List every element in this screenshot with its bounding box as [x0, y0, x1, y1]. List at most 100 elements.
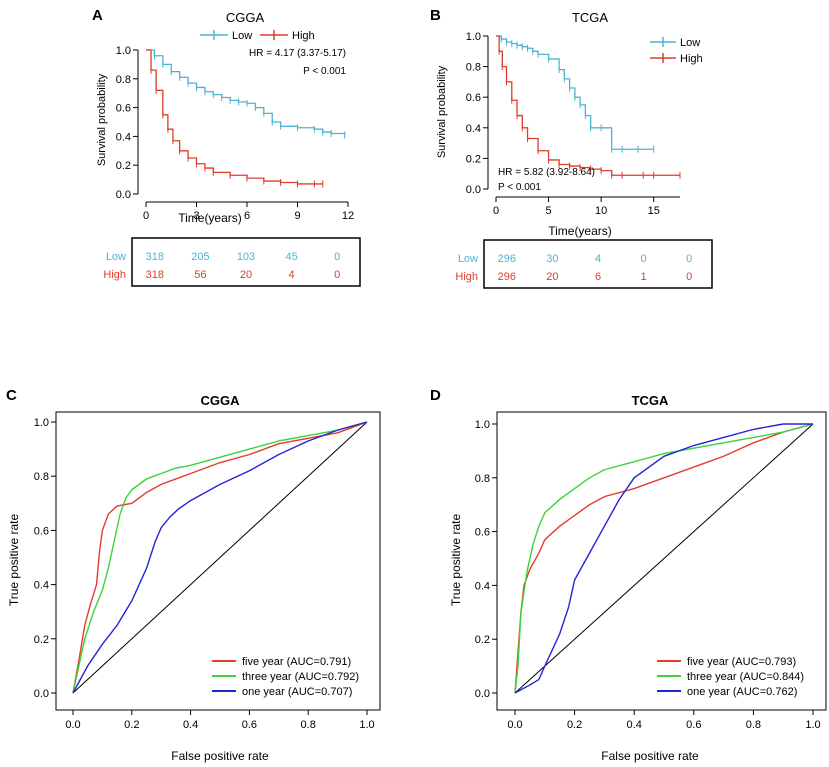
risk-count-high: 20: [546, 271, 558, 283]
x-tick-label: 0.0: [65, 719, 80, 731]
km-curve-high: [496, 35, 680, 176]
plot-frame: [55, 411, 381, 711]
panel-a-risk-table: Low High 318 205 103 45 0 318 56 20 4 0: [103, 237, 361, 287]
risk-count-low: 296: [498, 253, 516, 265]
panel-a-hr-text: HR = 4.17 (3.37-5.17): [249, 48, 346, 59]
panel-d-ylabel: True positive rate: [449, 514, 463, 607]
x-tick-label: 9: [294, 210, 300, 222]
y-tick-label: 1.0: [116, 45, 131, 57]
y-tick-label: 0.8: [475, 473, 490, 485]
x-tick-label: 0.0: [507, 719, 522, 731]
y-tick-label: 1.0: [466, 31, 481, 43]
panel-d-plot-area: 0.0 0.2 0.4 0.6 0.8 1.0 0.0 0.2 0.4 0.6 0.8 1.0: [475, 411, 827, 731]
risk-count-low: 103: [237, 251, 255, 263]
y-tick-label: 0.8: [116, 74, 131, 86]
roc-curve-five-year: [72, 421, 368, 694]
risk-count-low: 0: [334, 251, 340, 263]
roc-curve-one-year: [72, 421, 368, 694]
risk-count-high: 6: [595, 271, 601, 283]
panel-c-title: CGGA: [201, 393, 241, 408]
risk-count-high: 296: [498, 271, 516, 283]
panel-a-letter: A: [92, 7, 103, 24]
y-tick-label: 0.2: [116, 160, 131, 172]
y-tick-label: 0.6: [475, 527, 490, 539]
legend-label-five-year: five year (AUC=0.791): [242, 656, 351, 668]
risk-row-label-low: Low: [106, 251, 126, 263]
x-tick-label: 0.8: [746, 719, 761, 731]
x-tick-label: 5: [546, 205, 552, 217]
risk-count-high: 0: [334, 269, 340, 281]
panel-a-p-text: P < 0.001: [303, 66, 346, 77]
risk-count-high: 318: [146, 269, 164, 281]
panel-c-legend: five year (AUC=0.791) three year (AUC=0.…: [212, 656, 359, 698]
x-tick-label: 0.6: [242, 719, 257, 731]
risk-count-low: 4: [595, 253, 601, 265]
legend-label-one-year: one year (AUC=0.762): [687, 686, 797, 698]
y-tick-label: 0.4: [116, 131, 131, 143]
panel-d-letter: D: [430, 387, 441, 404]
legend-label-three-year: three year (AUC=0.844): [687, 671, 804, 683]
panel-a-title: CGGA: [226, 10, 265, 25]
panel-b-risk-table: Low High 296 30 4 0 0 296 20 6 1 0: [455, 239, 713, 289]
x-tick-label: 1.0: [805, 719, 820, 731]
panel-d-title: TCGA: [632, 393, 669, 408]
risk-count-low: 318: [146, 251, 164, 263]
x-tick-label: 15: [648, 205, 660, 217]
x-tick-label: 1.0: [359, 719, 374, 731]
y-tick-label: 0.6: [116, 103, 131, 115]
panel-b-hr-text: HR = 5.82 (3.92-8.64): [498, 167, 595, 178]
panel-c-plot-area: 0.0 0.2 0.4 0.6 0.8 1.0 0.0 0.2 0.4 0.6 0.8 1.0: [34, 411, 381, 731]
y-tick-label: 0.2: [466, 153, 481, 165]
panel-b-plot-area: 0 5 10 15 0.0 0.2 0.4 0.6 0.8 1.0: [466, 31, 681, 217]
risk-count-low: 45: [285, 251, 297, 263]
legend-label-high: High: [292, 30, 315, 42]
x-tick-label: 10: [595, 205, 607, 217]
panel-c-ylabel: True positive rate: [7, 514, 21, 607]
panel-b-legend: Low High: [650, 37, 703, 65]
panel-d-roc-tcga: D TCGA False positive rate True positive…: [430, 387, 827, 763]
risk-count-low: 205: [191, 251, 209, 263]
risk-count-low: 30: [546, 253, 558, 265]
roc-curve-five-year: [514, 423, 814, 694]
panel-a-plot-area: 0 3 6 9 12 0.0 0.2 0.4 0.6 0.8 1.0: [116, 45, 354, 222]
panel-b-p-text: P < 0.001: [498, 182, 541, 193]
panel-a-ylabel: Survival probability: [96, 73, 108, 166]
risk-count-high: 1: [641, 271, 647, 283]
risk-row-label-low: Low: [458, 253, 478, 265]
x-tick-label: 0.2: [567, 719, 582, 731]
y-tick-label: 0.6: [34, 525, 49, 537]
y-tick-label: 0.2: [34, 634, 49, 646]
diagonal-reference-line: [514, 423, 814, 694]
roc-curve-three-year: [72, 421, 368, 694]
legend-label-one-year: one year (AUC=0.707): [242, 686, 352, 698]
panel-c-letter: C: [6, 387, 17, 404]
x-tick-label: 6: [244, 210, 250, 222]
legend-label-three-year: three year (AUC=0.792): [242, 671, 359, 683]
panel-d-legend: five year (AUC=0.793) three year (AUC=0.…: [657, 656, 804, 698]
risk-row-label-high: High: [103, 269, 126, 281]
plot-frame: [496, 411, 827, 711]
panel-c-roc-cgga: C CGGA False positive rate True positive…: [6, 387, 381, 763]
risk-count-high: 56: [194, 269, 206, 281]
x-tick-label: 3: [193, 210, 199, 222]
y-tick-label: 0.0: [34, 688, 49, 700]
x-tick-label: 12: [342, 210, 354, 222]
y-tick-label: 0.2: [475, 634, 490, 646]
x-tick-label: 0.4: [627, 719, 642, 731]
legend-label-low: Low: [232, 30, 252, 42]
panel-b-ylabel: Survival probability: [436, 65, 448, 158]
y-tick-label: 0.6: [466, 92, 481, 104]
panel-a-legend: Low High: [200, 30, 315, 42]
x-tick-label: 0.6: [686, 719, 701, 731]
x-tick-label: 0: [493, 205, 499, 217]
legend-label-low: Low: [680, 37, 700, 49]
risk-count-low: 0: [641, 253, 647, 265]
risk-row-label-high: High: [455, 271, 478, 283]
y-tick-label: 0.4: [475, 580, 490, 592]
risk-count-high: 4: [289, 269, 295, 281]
panel-a-xlabel: Time(years): [178, 211, 242, 225]
panel-b-xlabel: Time(years): [548, 224, 612, 238]
legend-label-high: High: [680, 53, 703, 65]
panel-d-xlabel: False positive rate: [601, 749, 699, 763]
